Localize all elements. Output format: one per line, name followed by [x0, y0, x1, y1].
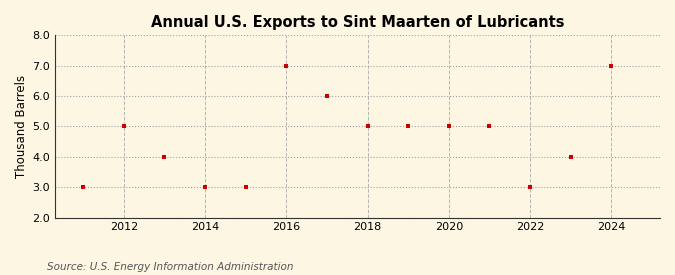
Point	[362, 124, 373, 129]
Point	[321, 94, 332, 98]
Title: Annual U.S. Exports to Sint Maarten of Lubricants: Annual U.S. Exports to Sint Maarten of L…	[151, 15, 564, 30]
Point	[443, 124, 454, 129]
Point	[484, 124, 495, 129]
Point	[118, 124, 129, 129]
Point	[524, 185, 535, 189]
Point	[403, 124, 414, 129]
Text: Source: U.S. Energy Information Administration: Source: U.S. Energy Information Administ…	[47, 262, 294, 271]
Point	[78, 185, 88, 189]
Point	[281, 64, 292, 68]
Point	[565, 155, 576, 159]
Y-axis label: Thousand Barrels: Thousand Barrels	[15, 75, 28, 178]
Point	[606, 64, 617, 68]
Point	[159, 155, 170, 159]
Point	[200, 185, 211, 189]
Point	[240, 185, 251, 189]
